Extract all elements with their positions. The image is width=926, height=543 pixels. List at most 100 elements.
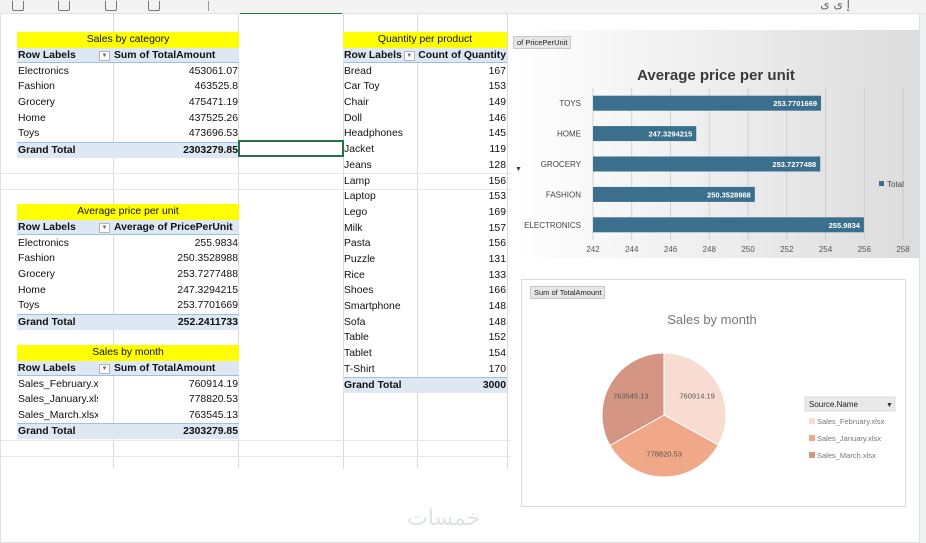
table-row[interactable]: Tablet 154	[343, 346, 507, 362]
table-row[interactable]: T-Shirt 170	[343, 361, 507, 377]
legend-label: Sales_January.xlsx	[817, 434, 881, 443]
table-row[interactable]: Home 437525.26	[17, 110, 239, 126]
x-tick-label: 256	[858, 245, 872, 254]
bar	[593, 186, 755, 202]
gridline	[343, 14, 344, 469]
value-header: ▼ Sum of TotalAmount	[98, 363, 239, 374]
pivot-title: Sales by month	[17, 345, 239, 361]
toolbar-icon-4[interactable]	[148, 1, 160, 11]
row-label: Table	[344, 332, 369, 344]
x-tick-label: 242	[586, 245, 600, 254]
worksheet[interactable]: Sales by category Row Labels ▼ Sum of Tot…	[0, 14, 920, 543]
chart-average-price[interactable]: of PricePerUnit ▼ Average price per unit…	[513, 30, 919, 258]
table-row[interactable]: Toys 473696.53	[17, 126, 239, 142]
table-row[interactable]: Fashion 250.3528988	[17, 251, 239, 267]
table-row[interactable]: Fashion 463525.8	[17, 79, 239, 95]
filter-dropdown-icon[interactable]: ▼	[99, 51, 110, 61]
table-row[interactable]: Jacket 119	[343, 142, 507, 158]
table-row[interactable]: Sofa 148	[343, 314, 507, 330]
y-category-label: HOME	[557, 130, 581, 139]
row-value: 253.7277488	[177, 269, 238, 281]
table-row[interactable]: Pasta 156	[343, 236, 507, 252]
row-label: Sales_March.xlsx	[18, 410, 98, 422]
row-label: Electronics	[18, 237, 69, 249]
selected-cell[interactable]	[238, 140, 344, 157]
filter-dropdown-icon[interactable]: ▼	[99, 364, 110, 374]
row-value: 250.3528988	[177, 253, 238, 265]
pivot-title: Sales by category	[17, 32, 239, 48]
table-row[interactable]: Laptop 153	[343, 189, 507, 205]
table-row[interactable]: Home 247.3294215	[17, 282, 239, 298]
row-labels-header: Row Labels	[18, 221, 76, 233]
table-row[interactable]: Table 152	[343, 330, 507, 346]
table-row[interactable]: Electronics 453061.07	[17, 63, 239, 79]
row-labels-header: Row Labels ▼	[343, 50, 416, 61]
table-row[interactable]: Toys 253.7701669	[17, 298, 239, 314]
gridline	[113, 14, 114, 469]
legend-dropdown-icon[interactable]: ▼	[886, 402, 893, 409]
expand-arrow-icon[interactable]: ▼	[515, 166, 522, 173]
table-row[interactable]: Rice 133	[343, 267, 507, 283]
toolbar-icon-1[interactable]	[12, 1, 24, 11]
row-value: 131	[488, 253, 506, 265]
table-row[interactable]: Puzzle 131	[343, 252, 507, 268]
table-row[interactable]: Grocery 253.7277488	[17, 267, 239, 283]
table-row[interactable]: Sales_March.xlsx 763545.13	[17, 408, 239, 424]
row-value: 156	[488, 175, 506, 187]
table-row[interactable]: Grocery 475471.19	[17, 95, 239, 111]
bar	[593, 156, 821, 172]
table-row[interactable]: Milk 157	[343, 220, 507, 236]
table-row[interactable]: Car Toy 153	[343, 79, 507, 95]
value-header-text: Average of PricePerUnit	[114, 221, 233, 233]
pivot-sales-by-category[interactable]: Sales by category Row Labels ▼ Sum of Tot…	[17, 32, 239, 158]
y-category-label: ELECTRONICS	[524, 221, 581, 230]
table-row[interactable]: Chair 149	[343, 95, 507, 111]
row-label: Toys	[18, 300, 40, 312]
row-value: 166	[488, 285, 506, 297]
row-value: 247.3294215	[177, 284, 238, 296]
x-tick-label: 258	[896, 245, 910, 254]
grand-total-row: Grand Total 252.2411733	[17, 313, 239, 330]
grand-total-row: Grand Total 2303279.85	[17, 141, 239, 158]
data-label: 250.3528988	[707, 190, 751, 199]
row-value: 119	[489, 144, 506, 156]
gridline	[507, 14, 508, 469]
row-value: 133	[488, 269, 506, 281]
pivot-header: Row Labels ▼ Sum of TotalAmount	[17, 360, 239, 377]
watermark-text: خمسات	[407, 506, 481, 531]
row-value: 148	[488, 316, 506, 328]
x-tick-label: 252	[780, 245, 794, 254]
toolbar-icon-3[interactable]	[105, 1, 117, 11]
chart-sales-by-month[interactable]: Sum of TotalAmount Sales by month 760914.…	[521, 279, 906, 507]
table-row[interactable]: Sales_January.xlsx 778820.53	[17, 392, 239, 408]
pivot-sales-by-month[interactable]: Sales by month Row Labels ▼ Sum of TotalA…	[17, 345, 239, 440]
value-header: Count of Quantity	[418, 49, 506, 61]
chart-field-button[interactable]: Sum of TotalAmount	[530, 286, 606, 299]
row-label: Fashion	[18, 81, 55, 93]
pivot-title: Quantity per product	[343, 32, 507, 48]
toolbar-icon-2[interactable]	[58, 1, 70, 11]
toolbar-arabic-text: إ ى ى	[820, 0, 850, 11]
chart-title: Sales by month	[667, 312, 757, 327]
pivot-rows: Electronics 453061.07 Fashion 463525.8 Groce…	[17, 63, 239, 141]
table-row[interactable]: Smartphone 148	[343, 299, 507, 315]
table-row[interactable]: Shoes 166	[343, 283, 507, 299]
pivot-quantity-per-product[interactable]: Quantity per product Row Labels ▼ Count o…	[343, 32, 507, 393]
row-value: 167	[488, 65, 506, 77]
gridline	[1, 440, 511, 441]
table-row[interactable]: Bread 167	[343, 63, 507, 79]
table-row[interactable]: Doll 146	[343, 110, 507, 126]
filter-dropdown-icon[interactable]: ▼	[403, 51, 415, 61]
data-label: 778820.53	[646, 449, 681, 458]
table-row[interactable]: Electronics 255.9834	[17, 235, 239, 251]
chart-field-button[interactable]: of PricePerUnit	[513, 36, 572, 49]
table-row[interactable]: Headphones 145	[343, 126, 507, 142]
table-row[interactable]: Jeans 128	[343, 158, 507, 174]
filter-dropdown-icon[interactable]: ▼	[99, 223, 110, 233]
pivot-rows: Sales_February.xlsx 760914.19 Sales_Januar…	[17, 376, 239, 423]
table-row[interactable]: Lego 169	[343, 205, 507, 221]
gridline	[238, 14, 239, 469]
table-row[interactable]: Lamp 156	[343, 173, 507, 189]
table-row[interactable]: Sales_February.xlsx 760914.19	[17, 376, 239, 392]
pivot-avg-price[interactable]: Average price per unit Row Labels ▼ Avera…	[17, 204, 239, 330]
